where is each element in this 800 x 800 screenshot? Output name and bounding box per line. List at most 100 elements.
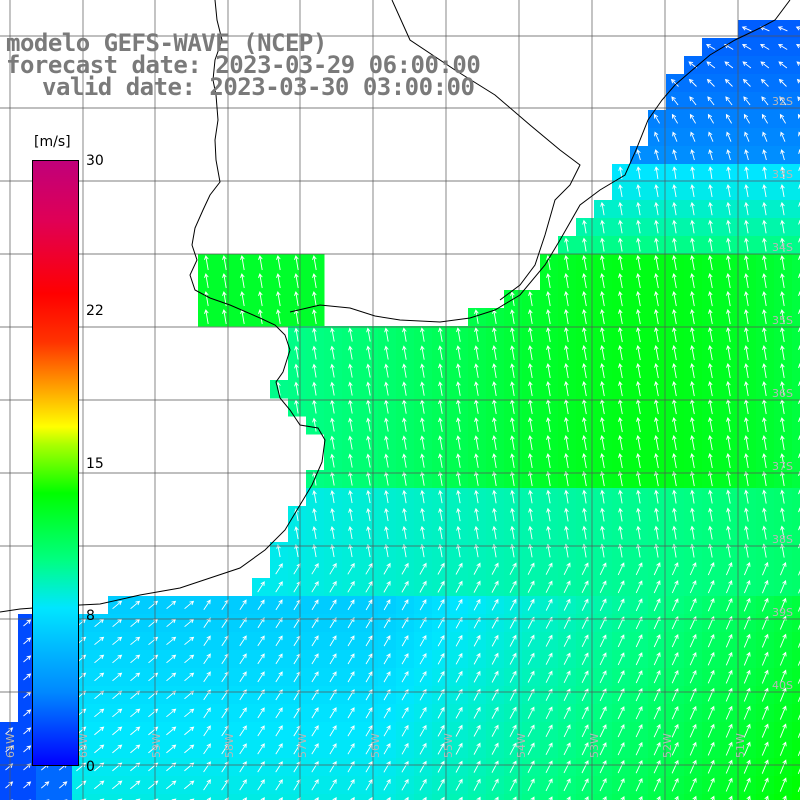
- wind-arrow: [184, 744, 195, 754]
- wind-arrow: [563, 634, 571, 647]
- wind-arrow: [671, 669, 679, 684]
- wind-arrow: [365, 742, 373, 755]
- wind-arrow: [582, 362, 587, 379]
- wind-arrow: [455, 670, 463, 683]
- wind-arrow: [779, 705, 787, 720]
- wind-arrow: [600, 254, 605, 271]
- wind-arrow: [474, 435, 479, 450]
- field-cell: [792, 38, 800, 57]
- wind-arrow: [474, 507, 479, 522]
- wind-arrow: [744, 131, 750, 142]
- wind-arrow: [581, 724, 589, 738]
- wind-arrow: [780, 291, 785, 307]
- lon-label: 57W: [296, 733, 309, 758]
- wind-arrow: [276, 291, 281, 307]
- wind-arrow: [581, 670, 589, 684]
- wind-arrow: [741, 26, 752, 32]
- wind-arrow: [438, 327, 443, 342]
- wind-arrow: [600, 380, 605, 397]
- wind-arrow: [636, 470, 641, 487]
- wind-arrow: [690, 489, 695, 504]
- wind-arrow: [600, 362, 605, 379]
- wind-arrow: [743, 741, 751, 756]
- wind-arrow: [674, 795, 679, 800]
- wind-arrow: [778, 78, 787, 87]
- wind-arrow: [384, 489, 389, 504]
- wind-arrow: [294, 363, 299, 378]
- wind-arrow: [780, 381, 785, 397]
- wind-arrow: [635, 759, 643, 774]
- wind-arrow: [797, 768, 800, 774]
- wind-arrow: [419, 634, 427, 647]
- wind-arrow: [130, 708, 141, 718]
- wind-arrow: [726, 489, 731, 504]
- wind-arrow: [582, 290, 587, 307]
- wind-arrow: [401, 778, 409, 791]
- colorbar-unit: [m/s]: [34, 134, 71, 150]
- wind-arrow: [656, 795, 661, 800]
- wind-arrow: [23, 709, 32, 717]
- wind-arrow: [528, 381, 533, 397]
- wind-arrow: [564, 308, 569, 325]
- wind-arrow: [456, 453, 461, 468]
- wind-arrow: [690, 470, 695, 487]
- wind-arrow: [797, 113, 800, 119]
- wind-arrow: [582, 470, 587, 487]
- wind-arrow: [203, 743, 211, 755]
- wind-arrow: [546, 471, 551, 487]
- wind-arrow: [761, 597, 769, 612]
- wind-arrow: [689, 562, 697, 576]
- wind-arrow: [348, 417, 353, 432]
- wind-arrow: [386, 796, 391, 800]
- wind-arrow: [600, 470, 605, 487]
- wind-arrow: [635, 724, 643, 738]
- wind-arrow: [130, 744, 141, 754]
- wind-arrow: [743, 633, 751, 648]
- wind-arrow: [654, 452, 659, 469]
- wind-arrow: [635, 777, 643, 792]
- wind-arrow: [348, 471, 353, 486]
- wind-arrow: [777, 44, 788, 50]
- wind-arrow: [492, 327, 497, 342]
- wind-arrow: [366, 471, 371, 486]
- wind-arrow: [636, 237, 641, 252]
- wind-arrow: [671, 777, 679, 792]
- lat-label: 34S: [772, 241, 793, 254]
- wind-arrow: [582, 452, 587, 469]
- wind-arrow: [726, 470, 731, 487]
- wind-arrow: [780, 327, 785, 343]
- wind-arrow: [257, 653, 265, 665]
- field-cell: [162, 794, 181, 800]
- wind-arrow: [618, 201, 623, 216]
- wind-arrow: [130, 672, 141, 682]
- field-cell: [684, 794, 703, 800]
- wind-arrow: [510, 525, 515, 540]
- wind-arrow: [240, 255, 245, 271]
- wind-arrow: [797, 96, 800, 102]
- wind-arrow: [707, 669, 715, 684]
- wind-arrow: [401, 742, 409, 755]
- wind-arrow: [726, 434, 731, 451]
- wind-arrow: [797, 714, 800, 720]
- wind-arrow: [420, 381, 425, 396]
- wind-arrow: [759, 44, 770, 50]
- wind-arrow: [564, 272, 569, 289]
- wind-arrow: [402, 525, 407, 540]
- wind-arrow: [690, 272, 695, 289]
- wind-arrow: [617, 670, 625, 684]
- wind-arrow: [366, 507, 371, 522]
- wind-arrow: [744, 219, 749, 234]
- wind-arrow: [743, 723, 751, 738]
- wind-arrow: [492, 363, 497, 378]
- wind-arrow: [275, 743, 283, 755]
- wind-arrow: [744, 273, 749, 289]
- wind-arrow: [797, 696, 800, 702]
- wind-arrow: [744, 309, 749, 325]
- wind-arrow: [528, 507, 533, 522]
- wind-arrow: [690, 416, 695, 433]
- wind-arrow: [312, 255, 317, 271]
- wind-arrow: [203, 635, 211, 647]
- wind-arrow: [672, 380, 677, 397]
- wind-arrow: [438, 417, 443, 432]
- wind-arrow: [330, 363, 335, 378]
